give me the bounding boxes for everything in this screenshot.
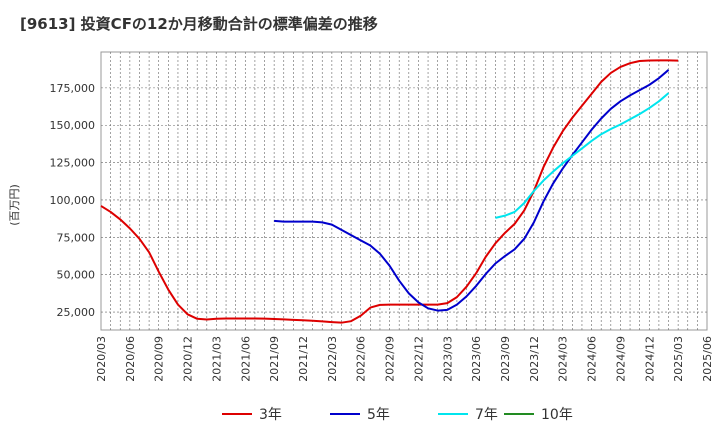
- series-line: [274, 69, 670, 312]
- x-tick-label: 2022/12: [412, 336, 425, 382]
- x-tick-label: 2020/06: [124, 336, 137, 382]
- x-tick-label: 2022/06: [355, 336, 368, 382]
- legend-label: 7年: [475, 407, 498, 423]
- x-tick-label: 2024/03: [557, 336, 570, 382]
- plot-area: [100, 51, 708, 331]
- y-tick-label: 50,000: [57, 269, 96, 282]
- legend-label: 10年: [541, 407, 573, 423]
- x-tick-label: 2020/03: [95, 336, 108, 382]
- x-tick-label: 2021/09: [268, 336, 281, 382]
- x-tick-label: 2022/03: [326, 336, 339, 382]
- y-tick-label: 100,000: [50, 194, 96, 207]
- y-tick-label: 125,000: [50, 157, 96, 170]
- series-line: [495, 92, 670, 219]
- x-tick-label: 2021/03: [210, 336, 223, 382]
- x-tick-label: 2024/06: [586, 336, 599, 382]
- grid: [101, 52, 707, 330]
- y-tick-label: 175,000: [50, 82, 96, 95]
- x-tick-label: 2023/06: [470, 336, 483, 382]
- series-lines: [100, 59, 679, 324]
- x-tick-label: 2022/09: [384, 336, 397, 382]
- x-tick-label: 2020/12: [182, 336, 195, 382]
- x-tick-label: 2023/03: [441, 336, 454, 382]
- legend-label: 3年: [259, 407, 282, 423]
- x-tick-label: 2020/09: [153, 336, 166, 382]
- x-tick-label: 2025/03: [672, 336, 685, 382]
- y-axis-ticks: 25,000 50,000 75,000 100,000 125,000 150,000 1…: [50, 82, 96, 319]
- chart-title: [9613] 投資CFの12か月移動合計の標準偏差の推移: [20, 15, 378, 33]
- y-axis-label: (百万円): [8, 184, 21, 226]
- x-tick-label: 2024/09: [614, 336, 627, 382]
- series-line: [100, 59, 679, 324]
- legend-label: 5年: [367, 407, 390, 423]
- y-tick-label: 75,000: [57, 231, 96, 244]
- legend: 3年 5年 7年 10年: [222, 407, 573, 423]
- x-tick-label: 2021/06: [239, 336, 252, 382]
- x-tick-label: 2021/12: [297, 336, 310, 382]
- y-tick-label: 150,000: [50, 119, 96, 132]
- x-tick-label: 2023/09: [499, 336, 512, 382]
- x-axis-ticks: 2020/03 2020/06 2020/09 2020/12 2021/03 2021/…: [95, 336, 714, 382]
- x-tick-label: 2023/12: [528, 336, 541, 382]
- x-tick-label: 2025/06: [701, 336, 714, 382]
- y-tick-label: 25,000: [57, 306, 96, 319]
- x-tick-label: 2024/12: [643, 336, 656, 382]
